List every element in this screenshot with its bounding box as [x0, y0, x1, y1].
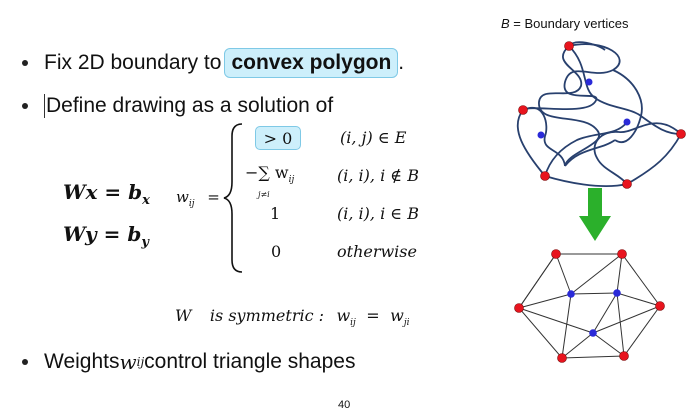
tangled-graph-figure	[516, 41, 686, 189]
bullet-dot	[22, 60, 28, 66]
case-condition-interior: (i, i), i ∉ B	[337, 166, 419, 185]
page-number: 40	[338, 399, 351, 411]
equation-wx-bx: Wx = bx	[63, 180, 150, 208]
case-sum-subscript: j≠i	[258, 190, 270, 199]
top-boundary-vertices	[518, 41, 686, 189]
case-condition-edge: (i, j) ∈ E	[340, 128, 407, 147]
highlight-convex-polygon: convex polygon	[224, 48, 399, 78]
down-arrow-icon	[579, 188, 611, 241]
bottom-interior-vertices	[567, 289, 621, 337]
case-condition-boundary: (i, i), i ∈ B	[337, 204, 419, 223]
top-interior-vertices	[537, 78, 631, 139]
bullet-text: Weights	[44, 350, 120, 373]
case-value-zero: 0	[271, 242, 282, 261]
text-cursor[interactable]	[44, 94, 45, 118]
embedding-edges	[518, 253, 661, 359]
weight-label: wij =	[176, 188, 220, 209]
symmetric-statement: W is symmetric : wij = wji	[175, 306, 410, 329]
bullet-text: Fix 2D boundary to	[44, 51, 222, 74]
bullet-text: Define drawing as a solution of	[46, 94, 334, 117]
bullet-dot	[22, 359, 28, 365]
bullet-weights: Weights w ij control triangle shapes	[22, 350, 355, 374]
equation-wy-by: Wy = by	[63, 222, 149, 250]
bullet-fix-boundary: Fix 2D boundary to convex polygon .	[22, 48, 404, 78]
case-value-positive: > 0	[255, 126, 301, 150]
cases-brace	[223, 123, 243, 273]
figure-legend: B = Boundary vertices	[501, 16, 629, 31]
bullet-suffix: .	[398, 51, 405, 74]
case-value-sum: −∑ wij	[245, 163, 295, 186]
case-condition-otherwise: otherwise	[337, 242, 417, 261]
bottom-boundary-vertices	[514, 249, 665, 363]
case-value-one: 1	[270, 204, 281, 223]
tangled-curves	[516, 41, 682, 187]
convex-embedding-figure	[514, 249, 665, 363]
bullet-define-drawing: Define drawing as a solution of	[22, 94, 333, 118]
bullet-dot	[22, 103, 28, 109]
